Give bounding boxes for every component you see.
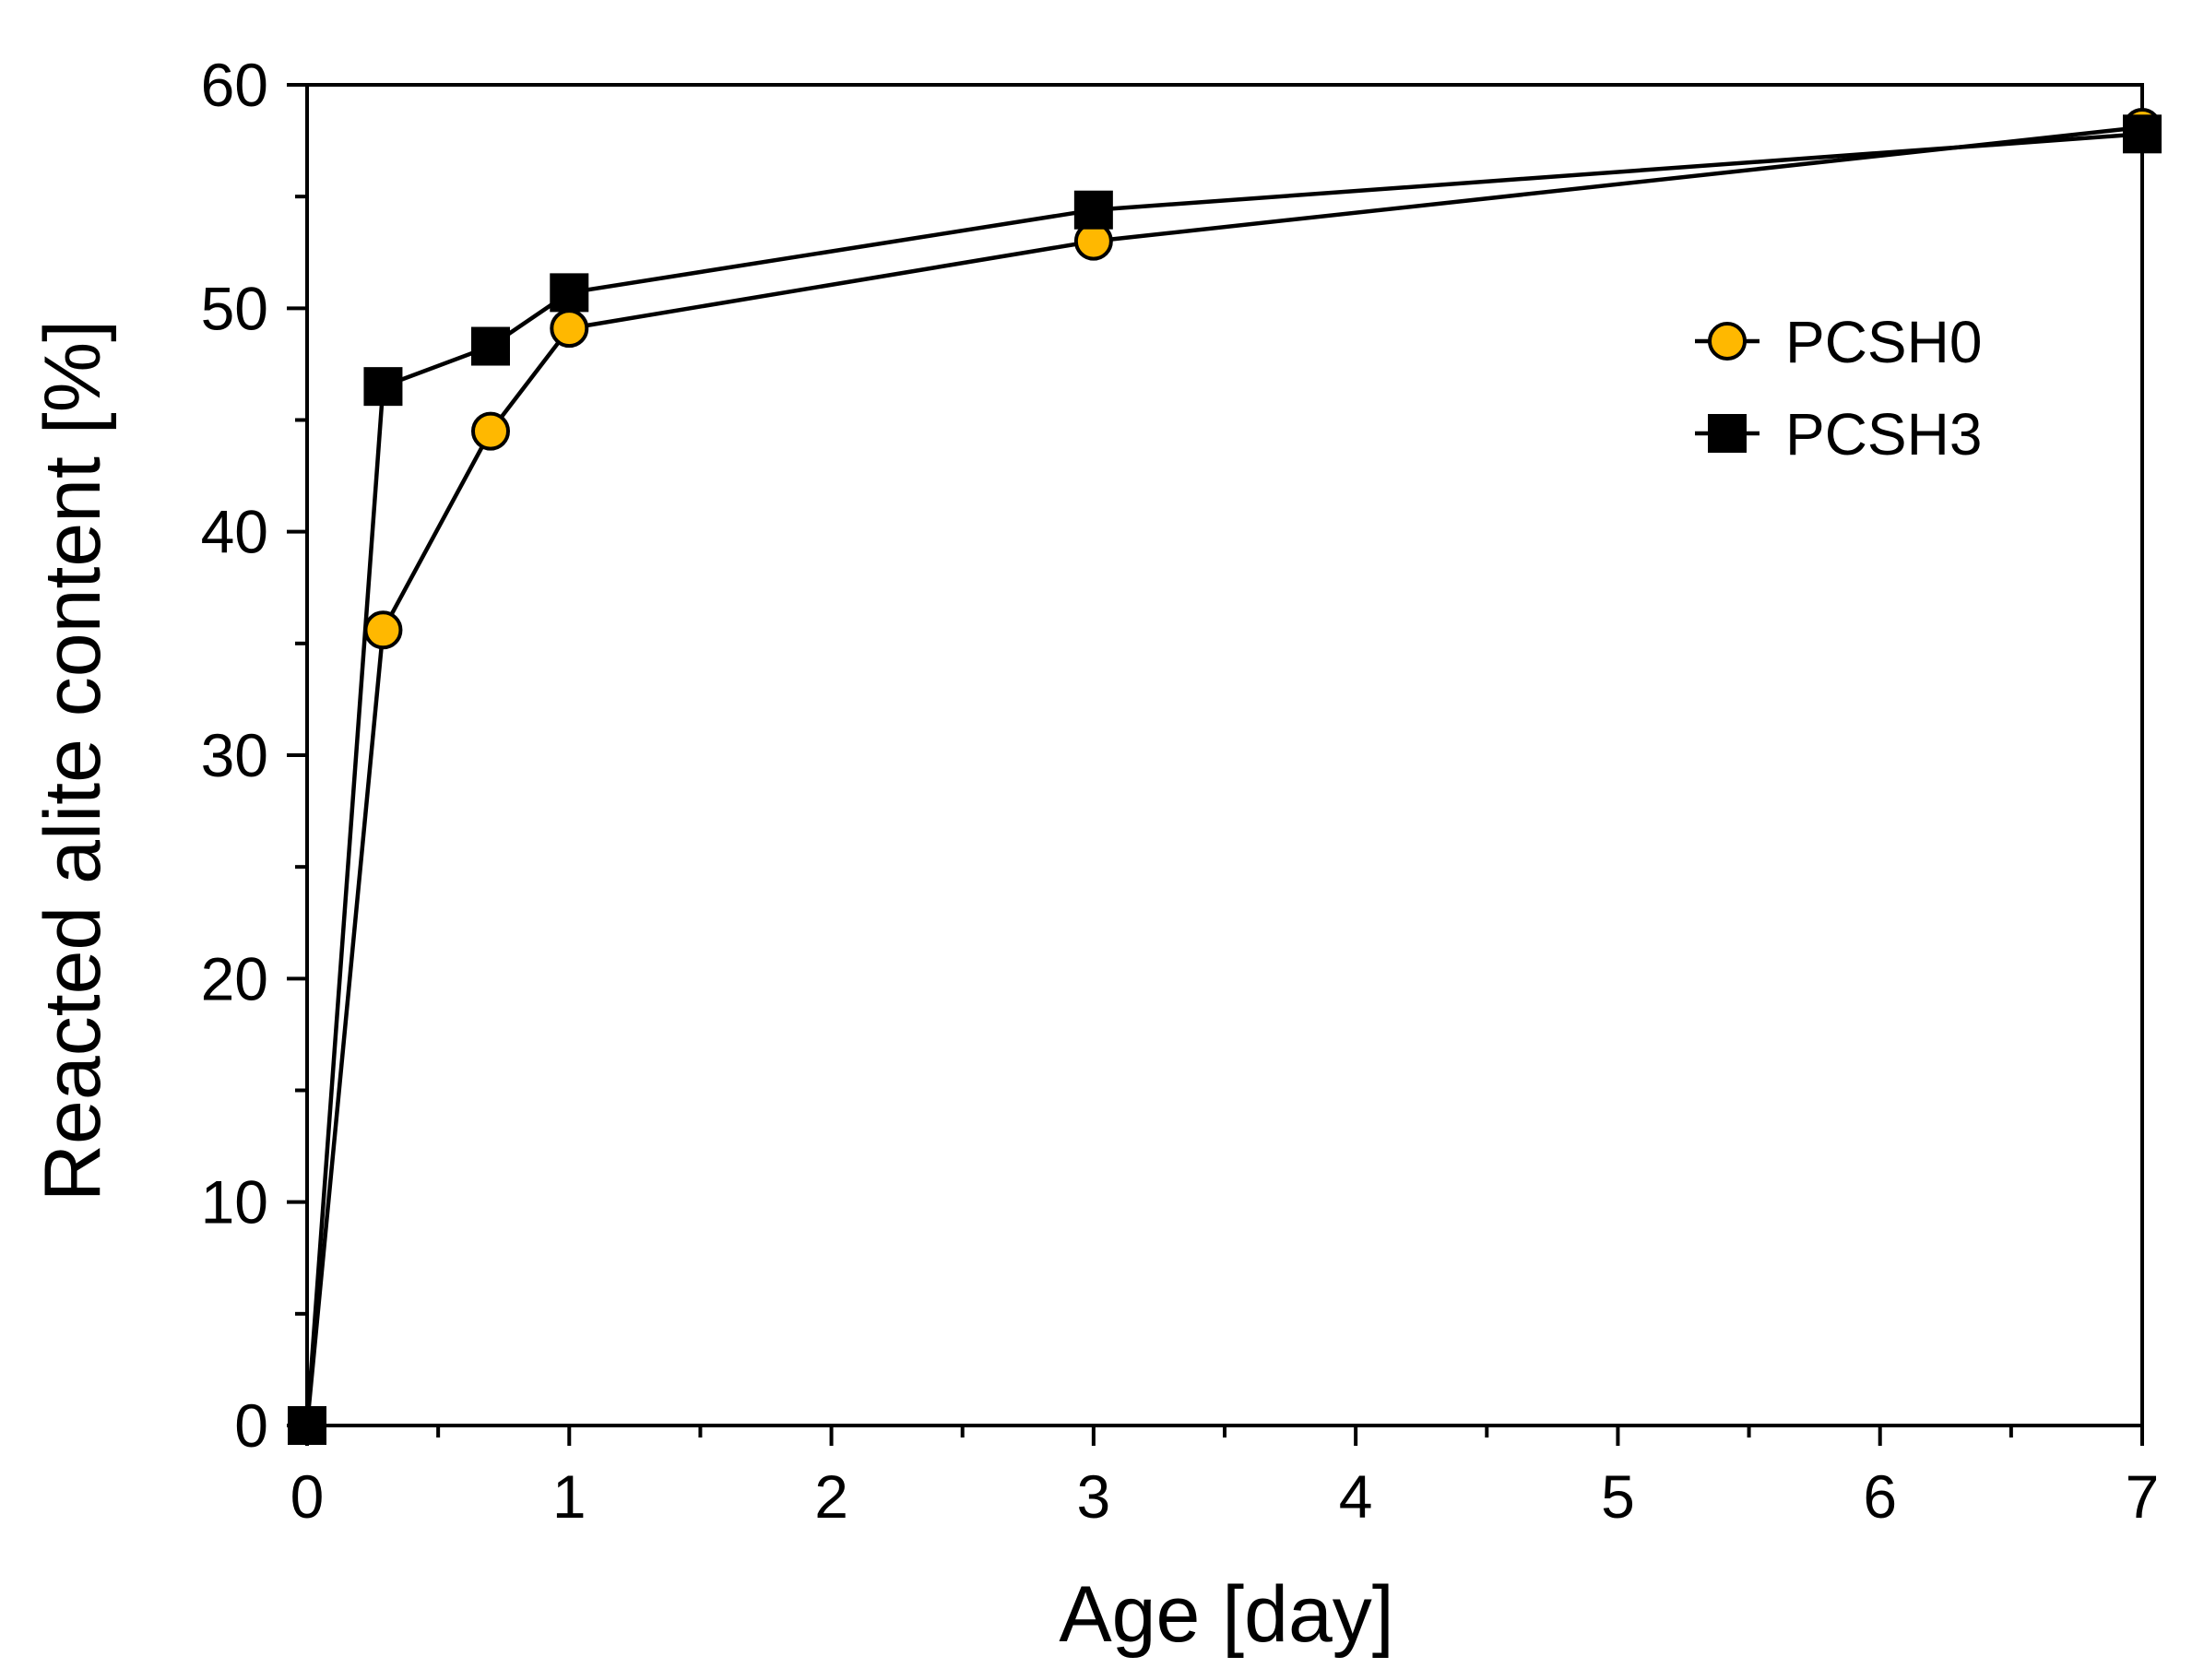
- x-tick-label: 0: [290, 1462, 325, 1531]
- x-tick-label: 4: [1339, 1462, 1373, 1531]
- y-tick-label: 0: [234, 1391, 268, 1460]
- series-line: [304, 124, 2143, 1426]
- data-point-square: [288, 1406, 326, 1445]
- axes-layer: 0 10 20 30 40 50 60 0 1 2 3 4 5 6 7: [201, 51, 2160, 1531]
- y-tick-label: 40: [201, 498, 268, 566]
- y-axis-title: Reacted alite content [%]: [29, 320, 117, 1201]
- x-tick-label: 1: [552, 1462, 587, 1531]
- y-tick-label: 60: [201, 51, 268, 119]
- legend-label: PCSH3: [1785, 401, 1982, 467]
- y-tick-label: 50: [201, 274, 268, 342]
- series-layer: [288, 108, 2162, 1445]
- data-point-circle: [363, 610, 403, 650]
- legend-marker: [1708, 322, 1747, 361]
- series-line: [304, 132, 2143, 1426]
- legend-item-pcsh0: PCSH0: [1695, 309, 1982, 375]
- y-tick-label: 10: [201, 1168, 268, 1236]
- y-tick-label: 20: [201, 944, 268, 1012]
- data-point-circle: [471, 411, 510, 451]
- x-tick-label: 2: [814, 1462, 848, 1531]
- x-tick-label: 5: [1601, 1462, 1635, 1531]
- data-point-square: [1073, 190, 1113, 230]
- legend-marker: [1708, 414, 1747, 453]
- x-axis-title: Age [day]: [1059, 1570, 1393, 1659]
- data-point-square: [363, 367, 403, 407]
- data-point-square: [2123, 114, 2162, 154]
- data-point-circle: [550, 309, 589, 349]
- series-pcsh3: [288, 114, 2162, 1445]
- x-tick-label: 6: [1863, 1462, 1897, 1531]
- y-tick-label: 30: [201, 721, 268, 789]
- legend-label: PCSH0: [1785, 309, 1982, 375]
- data-point-square: [471, 326, 510, 366]
- x-tick-label: 3: [1076, 1462, 1110, 1531]
- legend-item-pcsh3: PCSH3: [1695, 401, 1982, 467]
- data-point-square: [550, 273, 589, 313]
- x-tick-label: 7: [2126, 1462, 2160, 1531]
- legend: PCSH0 PCSH3: [1695, 309, 1982, 467]
